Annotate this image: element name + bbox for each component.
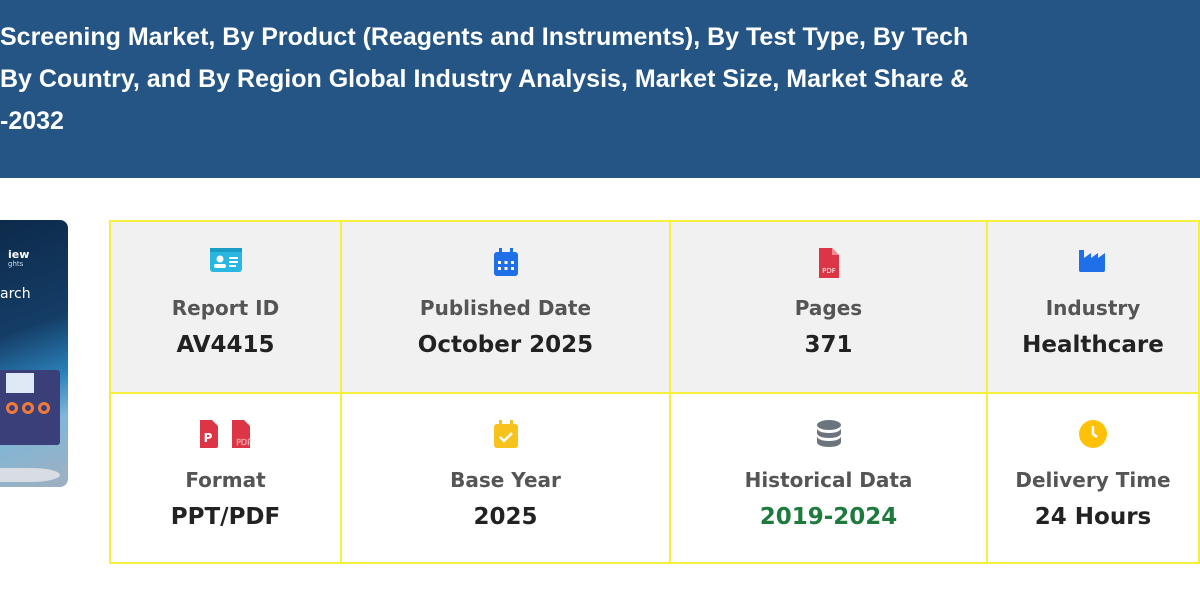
calendar-icon	[493, 248, 518, 276]
cover-chart	[6, 373, 34, 393]
database-icon	[816, 420, 841, 447]
cover-donut	[6, 402, 18, 414]
detail-published-date: Published Date October 2025	[340, 220, 671, 394]
cover-brand-sub: ghts	[8, 260, 24, 268]
detail-value: 371	[804, 332, 853, 358]
report-details-grid: Report ID AV4415 Published Date October …	[109, 220, 1200, 564]
detail-value: 2019-2024	[759, 504, 898, 530]
detail-base-year: Base Year 2025	[340, 392, 671, 564]
detail-delivery-time: Delivery Time 24 Hours	[986, 392, 1200, 564]
detail-label: Published Date	[419, 296, 592, 320]
pdf-file-icon: PDF	[231, 420, 252, 448]
cover-stand	[0, 468, 60, 482]
detail-report-id: Report ID AV4415	[109, 220, 342, 394]
report-title-banner: Screening Market, By Product (Reagents a…	[0, 0, 1200, 178]
detail-label: Industry	[1045, 296, 1141, 320]
clock-icon	[1079, 420, 1107, 448]
title-line-2: By Country, and By Region Global Industr…	[0, 65, 969, 93]
detail-label: Base Year	[450, 468, 561, 492]
title-line-1: Screening Market, By Product (Reagents a…	[0, 23, 969, 51]
detail-label: Historical Data	[744, 468, 913, 492]
detail-label: Pages	[794, 296, 863, 320]
id-card-icon	[209, 248, 242, 272]
detail-format: P PDF Format PPT/PDF	[109, 392, 342, 564]
cover-donut	[22, 402, 34, 414]
cover-donut	[38, 402, 50, 414]
industry-icon	[1079, 250, 1105, 272]
ppt-file-icon: P	[199, 420, 218, 448]
detail-value: PPT/PDF	[170, 504, 281, 530]
svg-text:PDF: PDF	[236, 438, 252, 447]
report-cover-image: iew ghts arch	[0, 220, 68, 487]
pdf-file-icon: PDF	[818, 248, 839, 278]
detail-label: Report ID	[171, 296, 280, 320]
detail-label: Delivery Time	[1015, 468, 1171, 492]
detail-pages: PDF Pages 371	[669, 220, 988, 394]
title-line-3: -2032	[0, 107, 64, 135]
detail-label: Format	[185, 468, 266, 492]
cover-brand: iew	[8, 248, 30, 261]
detail-value: AV4415	[176, 332, 275, 358]
svg-text:PDF: PDF	[822, 267, 836, 275]
detail-value: Healthcare	[1022, 332, 1164, 358]
cover-title: arch	[0, 286, 31, 302]
detail-value: 24 Hours	[1034, 504, 1152, 530]
detail-value: October 2025	[417, 332, 594, 358]
detail-value: 2025	[473, 504, 538, 530]
svg-text:P: P	[203, 431, 212, 445]
detail-industry: Industry Healthcare	[986, 220, 1200, 394]
calendar-check-icon	[493, 420, 518, 448]
detail-historical-data: Historical Data 2019-2024	[669, 392, 988, 564]
